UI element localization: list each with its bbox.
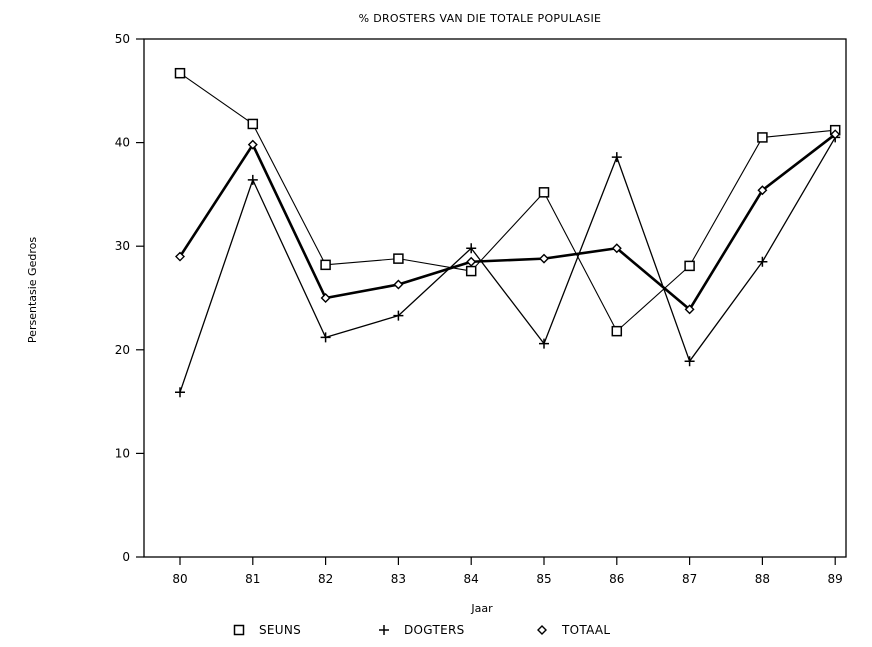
x-tick-label: 89 [828,572,843,586]
data-point [393,253,404,264]
legend-marker [537,625,547,635]
data-point [175,251,185,262]
x-axis-title: Jaar [470,602,493,615]
legend: SEUNS DOGTERS TOTAAL [233,623,610,637]
data-point [466,256,477,267]
series-layer [174,67,841,398]
chart-title: % DROSTERS VAN DIE TOTALE POPULASIE [359,12,602,25]
y-tick-label: 10 [115,446,130,460]
series-line [179,137,836,393]
data-point [684,356,695,367]
legend-item-totaal: TOTAAL [537,623,610,637]
data-point [757,185,768,196]
data-point [175,387,185,398]
legend-marker [233,624,245,636]
data-point [320,259,331,271]
data-point [611,325,623,337]
data-point [539,253,549,264]
y-axis: 0 10 20 30 40 50 [115,32,144,564]
data-point [611,243,622,254]
data-point [247,139,258,150]
data-point [247,174,258,185]
x-tick-label: 84 [464,572,479,586]
data-point [466,243,477,254]
x-tick-label: 86 [609,572,624,586]
y-tick-label: 0 [122,550,130,564]
x-tick-label: 87 [682,572,697,586]
series-dogters [175,132,841,398]
data-point [684,260,695,272]
data-point [757,132,768,143]
legend-label: SEUNS [259,623,301,637]
legend-item-dogters: DOGTERS [379,623,465,637]
series-totaal [175,129,841,315]
plot-frame [143,38,847,558]
legend-label: TOTAAL [561,623,610,637]
y-tick-label: 30 [115,239,130,253]
data-point [174,67,186,79]
x-tick-label: 82 [318,572,333,586]
data-point [538,187,550,198]
y-tick-label: 20 [115,343,130,357]
x-tick-label: 81 [245,572,260,586]
legend-marker [379,625,389,635]
data-point [320,293,331,303]
data-point [320,332,331,343]
x-tick-label: 85 [536,572,551,586]
data-point [611,152,622,163]
legend-item-seuns: SEUNS [233,623,301,637]
y-axis-title: Persentasie Gedros [26,237,39,343]
series-line [179,72,836,332]
x-tick-label: 83 [391,572,406,586]
data-point [393,279,404,290]
y-tick-label: 50 [115,32,130,46]
data-point [247,118,259,130]
data-point [684,304,695,315]
data-point [830,129,841,140]
data-point [465,265,477,277]
data-point [757,256,768,267]
legend-label: DOGTERS [404,623,465,637]
y-tick-label: 40 [115,136,130,150]
x-tick-label: 80 [172,572,187,586]
x-axis: 80 81 82 83 84 85 86 87 88 89 [172,557,843,586]
series-line [178,133,836,311]
data-point [539,338,549,349]
x-tick-label: 88 [755,572,770,586]
data-point [393,310,404,321]
